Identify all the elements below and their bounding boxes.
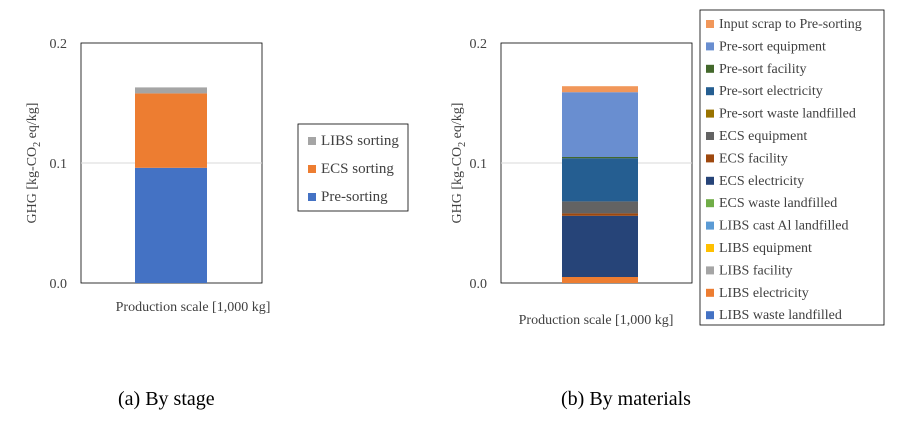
legend-swatch-pre-sorting <box>308 193 316 201</box>
legend-swatch-pre-sort-equipment <box>706 42 714 51</box>
x-axis-label: Production scale [1,000 kg] <box>519 313 674 328</box>
legend-label-ecs-facility: ECS facility <box>719 151 788 166</box>
chart-by-materials: 0.0 0.1 0.2 Production scale [1,000 kg] GH… <box>450 9 885 328</box>
bar-segment-pre-sort-equipment <box>562 92 638 157</box>
legend-box <box>699 9 885 326</box>
legend-label-libs-sorting: LIBS sorting <box>321 133 399 149</box>
bar-segment-ecs-electricity <box>562 215 638 277</box>
y-tick-label: 0.2 <box>470 37 488 52</box>
caption-by-materials: (b) By materials <box>561 388 691 410</box>
legend-box <box>297 123 409 212</box>
legend-swatch-libs-waste-landfilled <box>706 311 714 320</box>
bar-segment-ecs-facility <box>562 213 638 216</box>
bar-segment-ecs-sorting <box>135 93 207 168</box>
bar-segment-input-scrap-to-pre-sorting <box>562 86 638 93</box>
legend-label-pre-sort-equipment: Pre-sort equipment <box>719 39 826 54</box>
legend-swatch-input-scrap-to-pre-sorting <box>706 20 714 28</box>
legend-swatch-libs-electricity <box>706 288 714 297</box>
y-axis-label: GHG [kg-CO2 eq/kg] <box>450 103 468 224</box>
legend-swatch-ecs-electricity <box>706 176 714 185</box>
caption-by-stage: (a) By stage <box>118 388 215 410</box>
legend-label-pre-sorting: Pre-sorting <box>321 189 388 205</box>
x-axis-label: Production scale [1,000 kg] <box>116 300 271 315</box>
legend-swatch-libs-sorting <box>308 137 316 145</box>
legend-label-libs-electricity: LIBS electricity <box>719 286 809 301</box>
legend-label-ecs-waste-landfilled: ECS waste landfilled <box>719 196 837 211</box>
legend-swatch-pre-sort-waste-landfilled <box>706 109 714 118</box>
legend-label-libs-facility: LIBS facility <box>719 263 793 278</box>
legend-swatch-ecs-equipment <box>706 132 714 140</box>
bar-segment-pre-sort-electricity <box>562 158 638 202</box>
legend-label-libs-equipment: LIBS equipment <box>719 241 812 256</box>
bar-segment-ecs-equipment <box>562 201 638 214</box>
y-tick-label: 0.1 <box>50 157 68 172</box>
bar-segment-libs-sorting <box>135 87 207 94</box>
y-tick-label: 0.0 <box>50 277 68 292</box>
y-axis-label: GHG [kg-CO2 eq/kg] <box>25 103 43 224</box>
legend-label-ecs-sorting: ECS sorting <box>321 161 394 177</box>
chart-by-stage: 0.0 0.1 0.2 Production scale [1,000 kg] GH… <box>25 37 409 315</box>
y-tick-label: 0.0 <box>470 277 488 292</box>
legend-label-ecs-electricity: ECS electricity <box>719 174 804 189</box>
legend-swatch-ecs-waste-landfilled <box>706 199 714 208</box>
legend-label-input-scrap-to-pre-sorting: Input scrap to Pre-sorting <box>719 17 862 32</box>
legend-label-pre-sort-waste-landfilled: Pre-sort waste landfilled <box>719 107 856 122</box>
legend-swatch-pre-sort-electricity <box>706 87 714 96</box>
legend-swatch-ecs-facility <box>706 154 714 163</box>
legend-swatch-ecs-sorting <box>308 165 316 173</box>
y-tick-label: 0.2 <box>50 37 68 52</box>
bar-segment-pre-sort-facility <box>562 157 638 159</box>
bar-segment-libs-electricity <box>562 277 638 283</box>
legend-label-libs-cast-al-landfilled: LIBS cast Al landfilled <box>719 219 848 234</box>
bar-segment-pre-sorting <box>135 167 207 283</box>
legend-swatch-libs-facility <box>706 266 714 275</box>
legend-label-ecs-equipment: ECS equipment <box>719 129 807 144</box>
legend-label-pre-sort-facility: Pre-sort facility <box>719 62 806 77</box>
legend-label-libs-waste-landfilled: LIBS waste landfilled <box>719 308 842 323</box>
legend-label-pre-sort-electricity: Pre-sort electricity <box>719 84 823 99</box>
legend-swatch-pre-sort-facility <box>706 64 714 73</box>
legend-swatch-libs-cast-al-landfilled <box>706 221 714 230</box>
legend-swatch-libs-equipment <box>706 244 714 252</box>
y-tick-label: 0.1 <box>470 157 488 172</box>
